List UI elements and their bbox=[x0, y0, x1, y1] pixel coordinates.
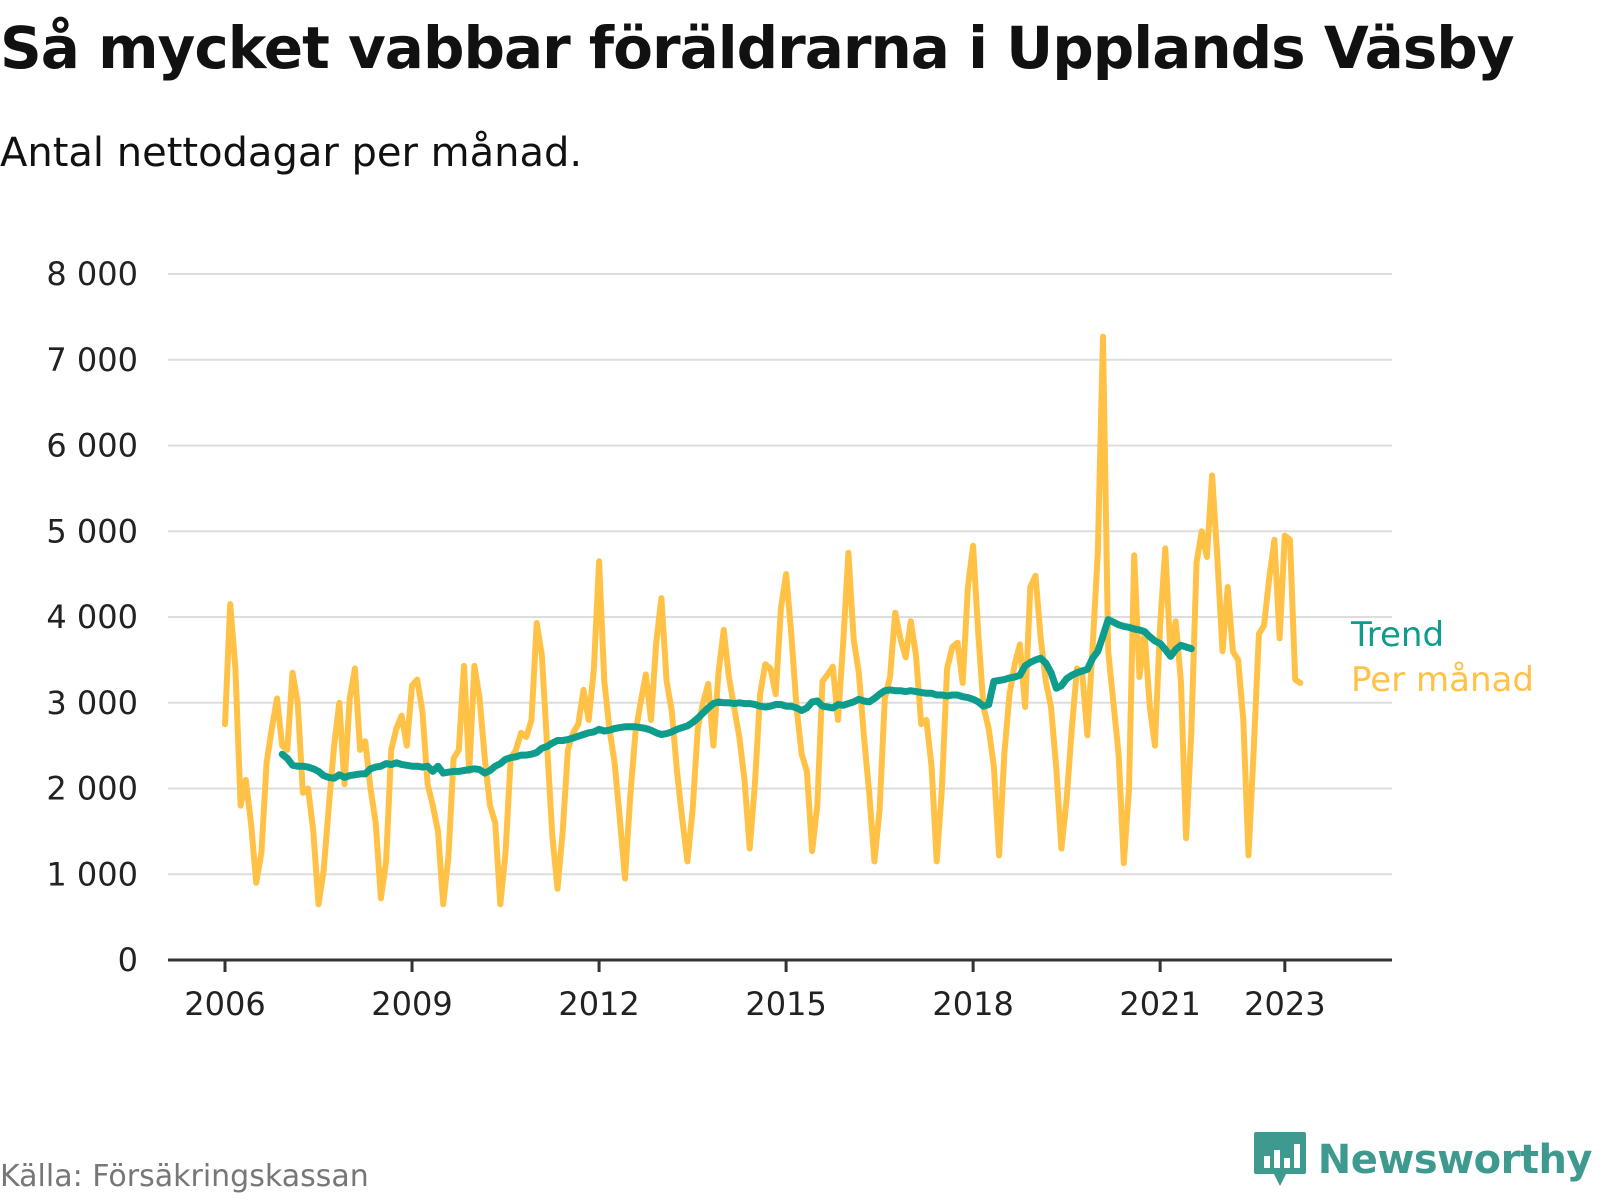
y-tick-label: 2 000 bbox=[46, 770, 138, 808]
newsworthy-logo-icon bbox=[1253, 1132, 1306, 1186]
line-chart: 0 1 000 2 000 3 000 4 000 5 000 6 000 7 000 8 00… bbox=[46, 255, 1534, 1023]
brand-logo: Newsworthy bbox=[1252, 1130, 1593, 1190]
chart-subtitle: Antal nettodagar per månad. bbox=[0, 130, 583, 176]
legend-monthly-label: Per månad bbox=[1351, 660, 1534, 700]
x-tick-label: 2006 bbox=[184, 985, 265, 1023]
legend: Trend Per månad bbox=[1350, 615, 1534, 700]
gridlines bbox=[168, 273, 1392, 876]
y-tick-label: 4 000 bbox=[46, 598, 138, 636]
series-line-monthly bbox=[222, 333, 1304, 908]
x-tick-label: 2009 bbox=[371, 985, 452, 1023]
series-lines bbox=[222, 333, 1304, 908]
brand-name: Newsworthy bbox=[1317, 1137, 1593, 1183]
x-axis: 2006 2009 2012 2015 2018 2021 2023 bbox=[168, 958, 1392, 1023]
x-tick-label: 2018 bbox=[932, 985, 1013, 1023]
y-tick-label: 3 000 bbox=[46, 684, 138, 722]
x-tick-label: 2021 bbox=[1119, 985, 1200, 1023]
series-line-trend bbox=[278, 616, 1195, 782]
source-note: Källa: Försäkringskassan bbox=[0, 1159, 369, 1194]
y-axis-ticks: 0 1 000 2 000 3 000 4 000 5 000 6 000 7 000 8 00… bbox=[46, 255, 138, 979]
x-tick-label: 2012 bbox=[558, 985, 639, 1023]
y-tick-label: 5 000 bbox=[46, 512, 138, 550]
y-tick-label: 8 000 bbox=[46, 255, 138, 293]
y-tick-label: 7 000 bbox=[46, 341, 138, 379]
x-tick-label: 2015 bbox=[745, 985, 826, 1023]
y-tick-label: 0 bbox=[118, 941, 138, 979]
y-tick-label: 1 000 bbox=[46, 855, 138, 893]
y-tick-label: 6 000 bbox=[46, 427, 138, 465]
legend-trend-label: Trend bbox=[1350, 615, 1444, 655]
chart-title: Så mycket vabbar föräldrarna i Upplands … bbox=[0, 14, 1515, 82]
x-tick-label: 2023 bbox=[1244, 985, 1325, 1023]
